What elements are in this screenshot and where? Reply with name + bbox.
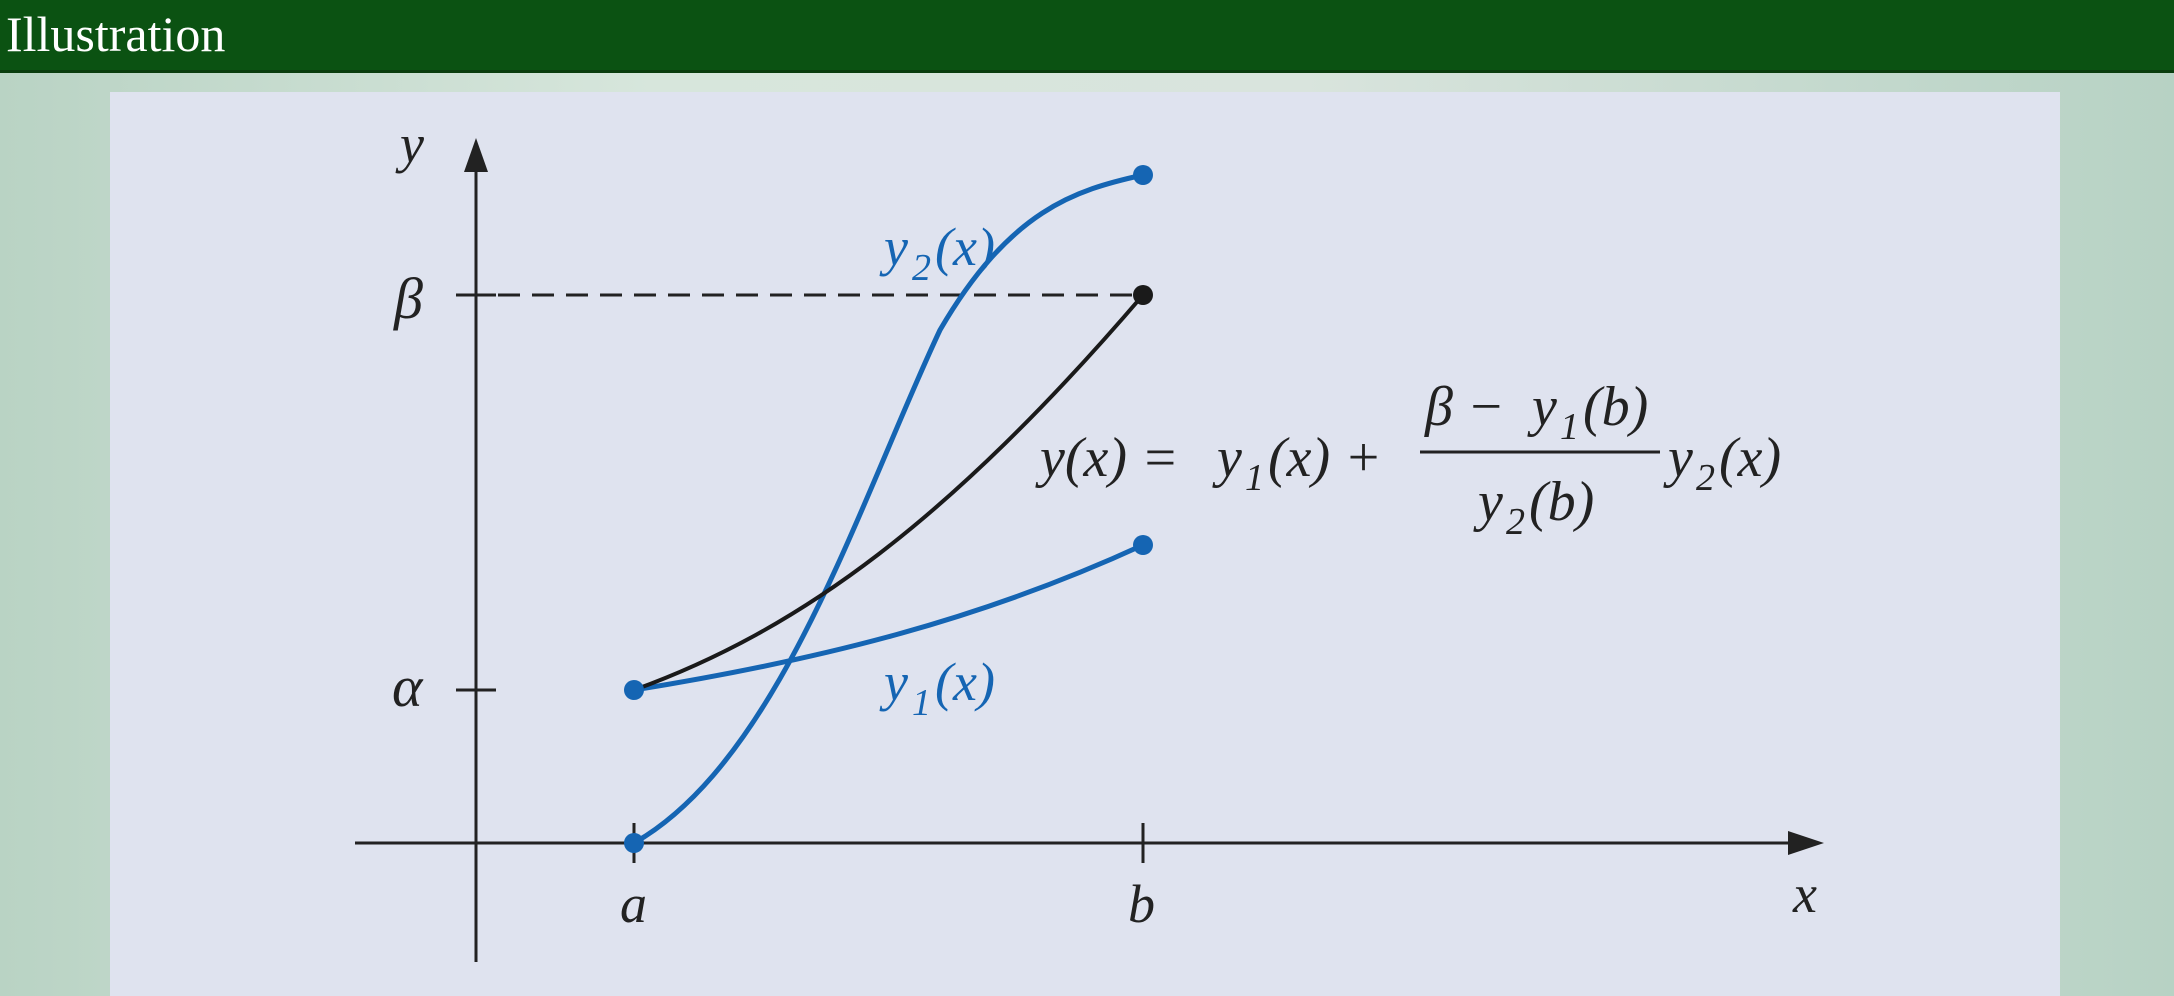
- y1-label: y 1 (x): [879, 652, 995, 724]
- x-axis-arrowhead: [1788, 831, 1824, 855]
- dot-alpha-start: [624, 680, 644, 700]
- formula-tail-base: y: [1663, 427, 1693, 489]
- curve-y1: [633, 542, 1145, 693]
- formula-numerator-sub: 1: [1560, 406, 1579, 448]
- formula-numerator-arg: (b): [1583, 376, 1648, 438]
- page-title: Illustration: [6, 6, 226, 62]
- formula-term1-arg: (x) +: [1268, 427, 1382, 489]
- y-axis-label: y: [395, 114, 424, 174]
- y2-label-arg: (x): [935, 217, 995, 277]
- formula-numerator-base: y: [1527, 376, 1557, 438]
- curve-solution: [633, 293, 1145, 692]
- formula-numerator-beta: β −: [1424, 376, 1505, 438]
- y2-label-base: y: [879, 217, 908, 277]
- curve-y2: [632, 172, 1144, 846]
- formula-lhs: y(x) =: [1035, 427, 1179, 489]
- title-bar: Illustration: [0, 0, 2174, 73]
- formula-denominator-sub: 2: [1506, 501, 1525, 543]
- b-label: b: [1128, 874, 1155, 934]
- a-label: a: [620, 874, 647, 934]
- y1-label-sub: 1: [912, 682, 931, 724]
- y1-label-arg: (x): [935, 652, 995, 712]
- formula-tail-sub: 2: [1696, 457, 1715, 499]
- formula-denominator-base: y: [1473, 471, 1503, 533]
- formula: y(x) = y 1 (x) + β − y 1 (b) y 2 (b) y 2…: [1035, 376, 1781, 543]
- x-axis-label: x: [1792, 864, 1817, 924]
- y-axis-arrowhead: [464, 138, 488, 172]
- dot-solution-end: [1133, 285, 1153, 305]
- y2-label-sub: 2: [912, 247, 931, 289]
- dot-y1-end: [1133, 535, 1153, 555]
- figure-panel: [110, 92, 2060, 996]
- dot-y2-start: [624, 833, 644, 853]
- alpha-label: α: [392, 654, 424, 719]
- formula-tail-arg: (x): [1719, 427, 1781, 489]
- formula-denominator-arg: (b): [1529, 471, 1594, 533]
- formula-term1-sub: 1: [1245, 457, 1264, 499]
- y1-label-base: y: [879, 652, 908, 712]
- y2-label: y 2 (x): [879, 217, 995, 289]
- formula-term1-base: y: [1212, 427, 1242, 489]
- dot-y2-end: [1133, 165, 1153, 185]
- beta-label: β: [393, 266, 423, 331]
